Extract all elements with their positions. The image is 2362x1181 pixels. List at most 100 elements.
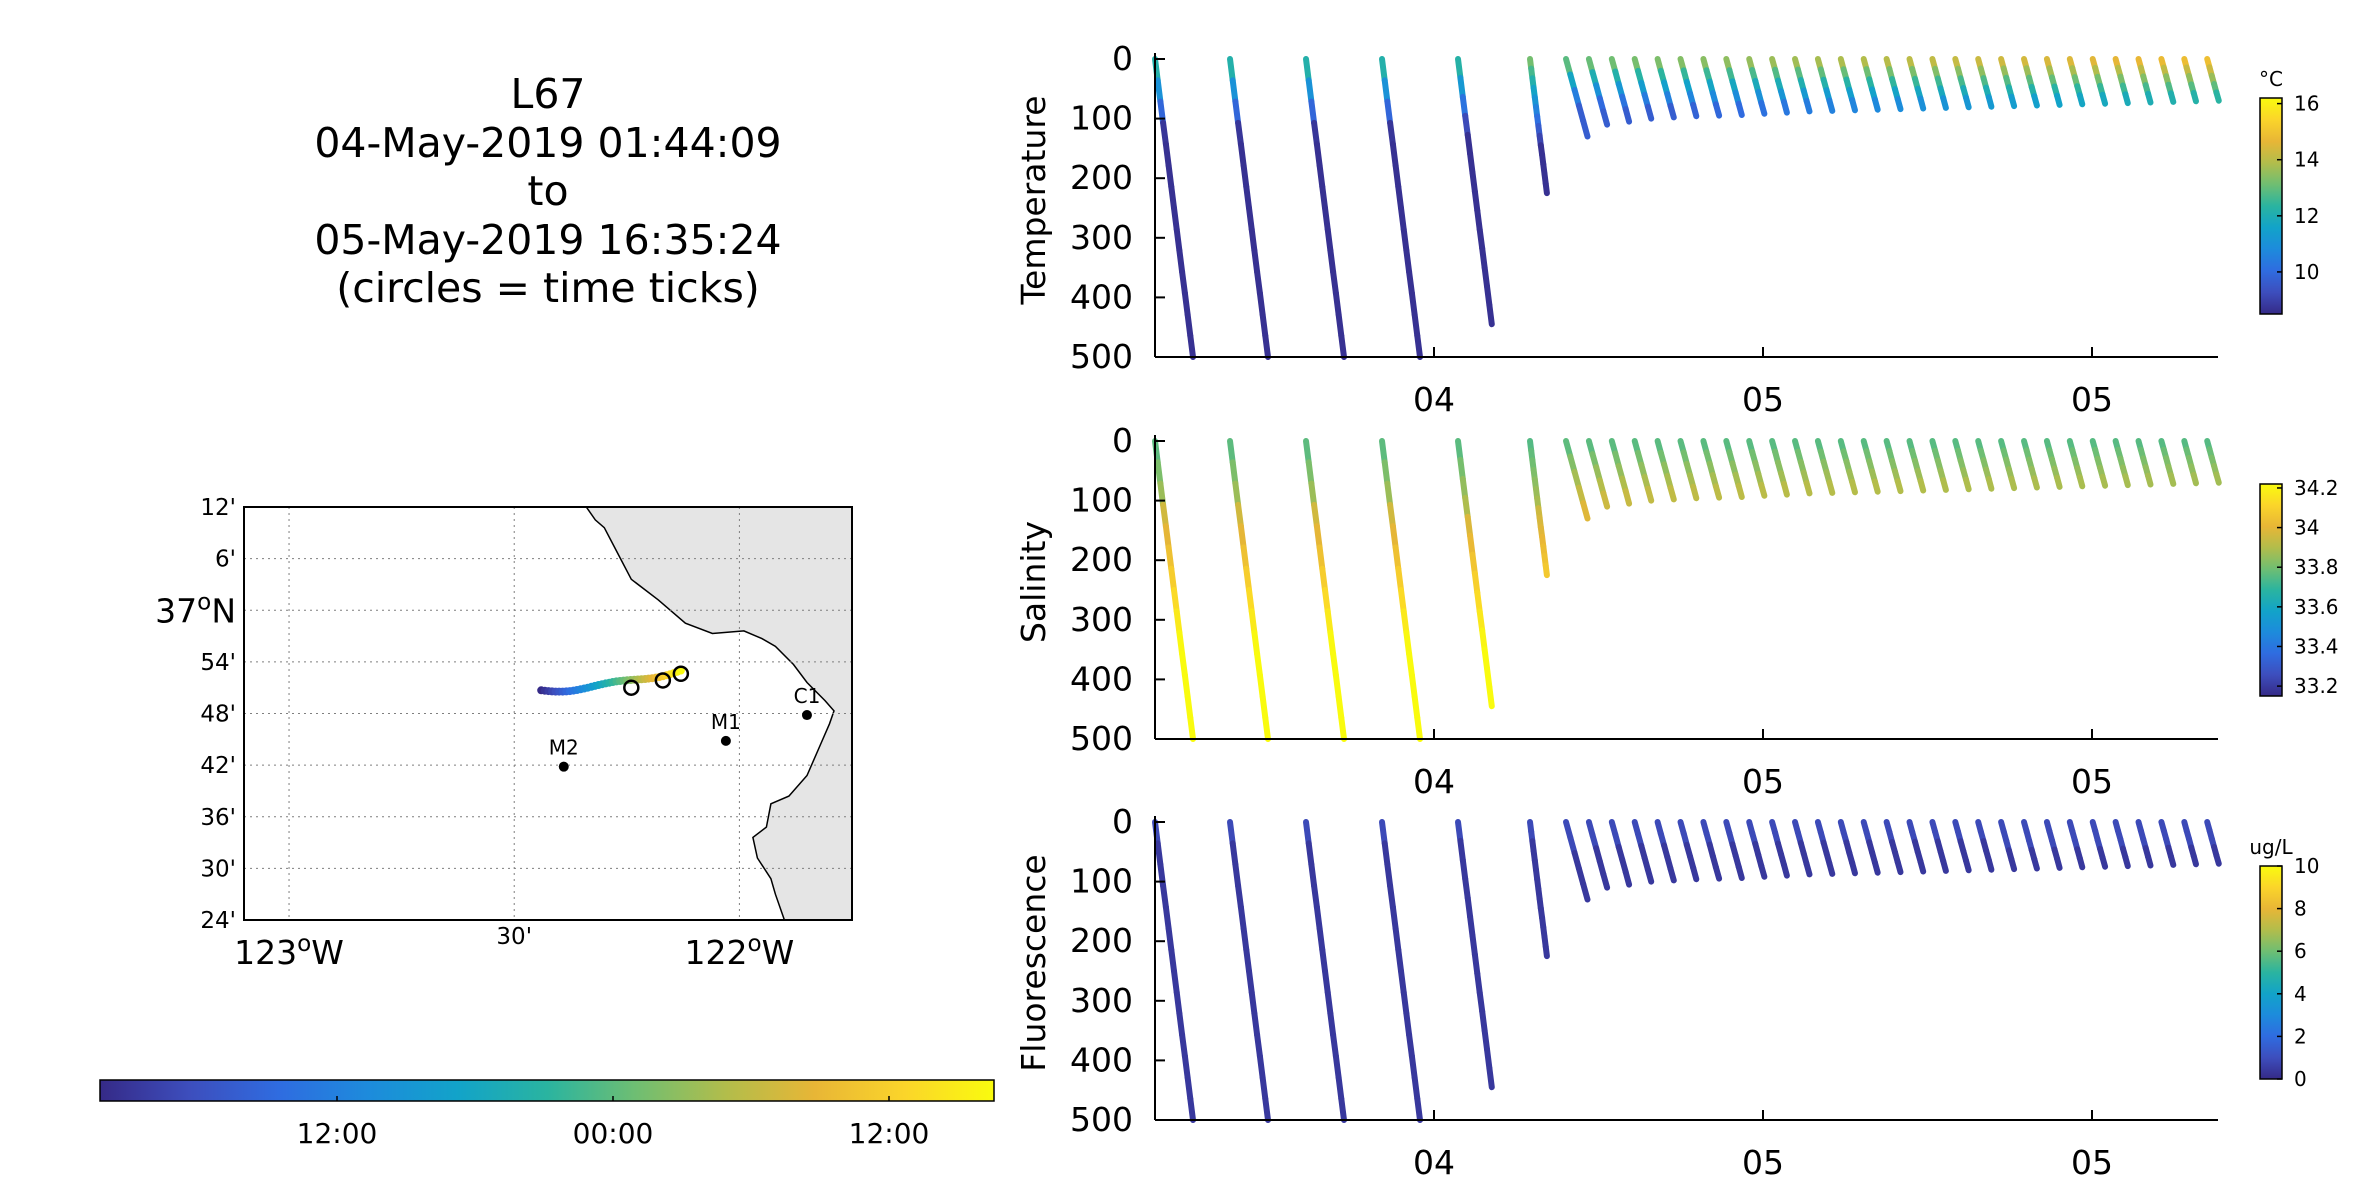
profiles [1152,819,2222,1123]
profile-segment [1580,500,1591,522]
profile-cast [1723,819,1745,881]
profile-segment [1486,684,1495,710]
profile-cast [1952,819,1972,874]
profile-cast [1723,56,1745,118]
profile-cast [1883,819,1904,876]
profile-segment [1184,311,1194,339]
profile-cast [1608,438,1633,507]
profile-segment [1403,629,1413,657]
profile-segment [1667,865,1677,884]
profile-segment [1894,859,1904,876]
profile-segment [1319,183,1328,211]
profile-cast [2204,56,2222,104]
profile-segment [1735,863,1745,881]
colorbar-tick-label: 14 [2294,148,2319,172]
profile-segment [1187,714,1196,742]
profile-cast [2089,56,2109,107]
profile-cast [2021,819,2040,872]
profile-segment [1251,629,1261,657]
profile-segment [1479,245,1488,271]
y-tick-label: 400 [1070,1040,1133,1079]
profile-cast [2135,819,2154,869]
profile-cast [2135,438,2154,488]
profile-segment [1471,188,1481,214]
profile-segment [1690,864,1700,883]
profile-segment [1459,856,1469,882]
profile-segment [1237,523,1247,551]
profile-segment [1173,608,1183,636]
profile-segment [1826,479,1836,496]
y-tick-label: 100 [1070,481,1133,520]
colorbar-tick-label: 0 [2294,1067,2307,1091]
profile-segment [1246,205,1255,233]
y-tick-label: 0 [1112,421,1133,460]
profile-segment [1985,857,1995,873]
profile-segment [1395,565,1404,593]
profile-segment [1758,481,1768,499]
time-tick-circle [654,672,672,689]
profile-segment [1486,302,1495,328]
profile-segment [1308,98,1318,126]
profile-segment [1408,1053,1418,1081]
profile-segment [1179,1031,1188,1060]
profile-cast [1379,438,1423,742]
profile-segment [1262,714,1271,742]
profile-segment [1235,501,1244,530]
x-tick-label: 04 [1413,380,1455,419]
profile-segment [1481,1027,1490,1053]
profile-cast [1998,819,2018,873]
profile-segment [2054,474,2063,490]
profile-segment [1171,587,1180,615]
title-line-1: L67 [510,70,585,118]
profile-segment [1229,459,1239,487]
profile-segment [1311,882,1320,911]
profile-cast [1769,819,1790,879]
profile-segment [1963,94,1972,111]
profile-segment [1467,913,1476,939]
profile-segment [1379,438,1388,466]
profile-segment [1229,77,1239,105]
profile-segment [1254,268,1263,297]
profile-segment [1471,570,1481,596]
profile-segment [1894,478,1904,495]
profile-cast [2066,438,2086,490]
profile-cast [1527,56,1550,197]
colorbar-tick-label: 2 [2294,1024,2307,1048]
profile-segment [1330,268,1339,297]
profile-segment [1481,646,1490,672]
profile-segment [1229,840,1239,868]
station-marker [801,710,812,721]
profile-segment [1542,180,1550,197]
profile-segment [1479,1008,1488,1034]
profile-segment [2190,471,2199,487]
profile-segment [1332,672,1342,700]
profile-segment [1462,494,1471,520]
profile-segment [1248,226,1258,254]
x-tick-label: 05 [1742,1143,1784,1181]
x-tick-label: 05 [2071,1143,2113,1181]
profile-segment [1332,290,1342,318]
profile-segment [1181,1053,1191,1081]
profile-segment [1735,100,1745,118]
colorbar-unit: ug/L [2249,835,2293,859]
profile-segment [1542,562,1550,579]
glider-track [537,666,685,696]
profile-segment [1173,989,1183,1017]
profile-segment [1240,162,1250,190]
profile-segment [1389,141,1399,169]
profile-cast [2066,56,2086,108]
profile-segment [1580,118,1591,140]
profile-segment [1408,290,1418,318]
profile-segment [1184,1074,1194,1102]
profile-segment [1600,490,1611,510]
colorbar [2259,865,2283,1080]
profile-cast [1455,438,1495,710]
profile-segment [1849,479,1858,496]
y-tick-label: 300 [1070,981,1133,1020]
profile-segment [1165,162,1175,190]
profile-segment [1406,268,1415,297]
profile-cast [1792,438,1813,497]
profile-segment [1240,544,1250,572]
profile-segment [1408,672,1418,700]
